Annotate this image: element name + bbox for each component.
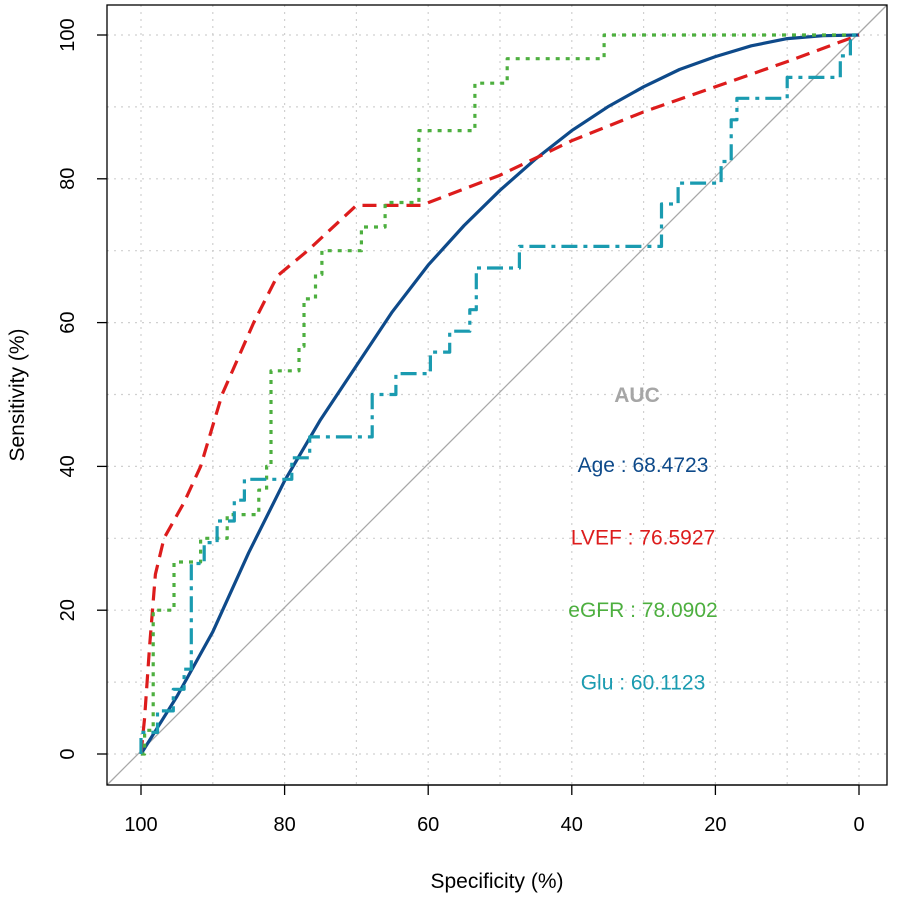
x-axis-label: Specificity (%) — [430, 870, 563, 893]
x-tick-label: 60 — [417, 814, 439, 836]
x-tick-label: 20 — [704, 814, 726, 836]
y-axis-label: Sensitivity (%) — [6, 328, 29, 461]
x-tick-label: 100 — [124, 814, 157, 836]
series-line-lvef — [139, 33, 860, 755]
y-tick-label: 20 — [57, 599, 79, 621]
reference-diagonal — [106, 4, 888, 786]
x-axis: 100 80 60 40 20 0 — [124, 784, 865, 836]
series-line-age — [139, 33, 860, 755]
y-tick-label: 0 — [57, 748, 79, 759]
y-tick-label: 60 — [57, 311, 79, 333]
auc-label-lvef: LVEF : 76.5927 — [571, 527, 715, 550]
y-tick-label: 40 — [57, 455, 79, 477]
y-tick-label: 80 — [57, 168, 79, 190]
auc-label-egfr: eGFR : 78.0902 — [568, 599, 717, 622]
auc-label-glu: Glu : 60.1123 — [581, 672, 706, 695]
auc-legend: Age : 68.4723 LVEF : 76.5927 eGFR : 78.090… — [568, 454, 717, 695]
x-tick-label: 40 — [561, 814, 583, 836]
series-lines — [139, 33, 860, 756]
x-tick-label: 80 — [273, 814, 295, 836]
y-tick-label: 100 — [57, 18, 79, 51]
series-line-glu — [139, 33, 859, 754]
y-axis: 0 20 40 60 80 100 — [57, 18, 107, 760]
auc-legend-title: AUC — [614, 384, 660, 407]
auc-label-age: Age : 68.4723 — [578, 454, 709, 477]
x-tick-label: 0 — [853, 814, 864, 836]
